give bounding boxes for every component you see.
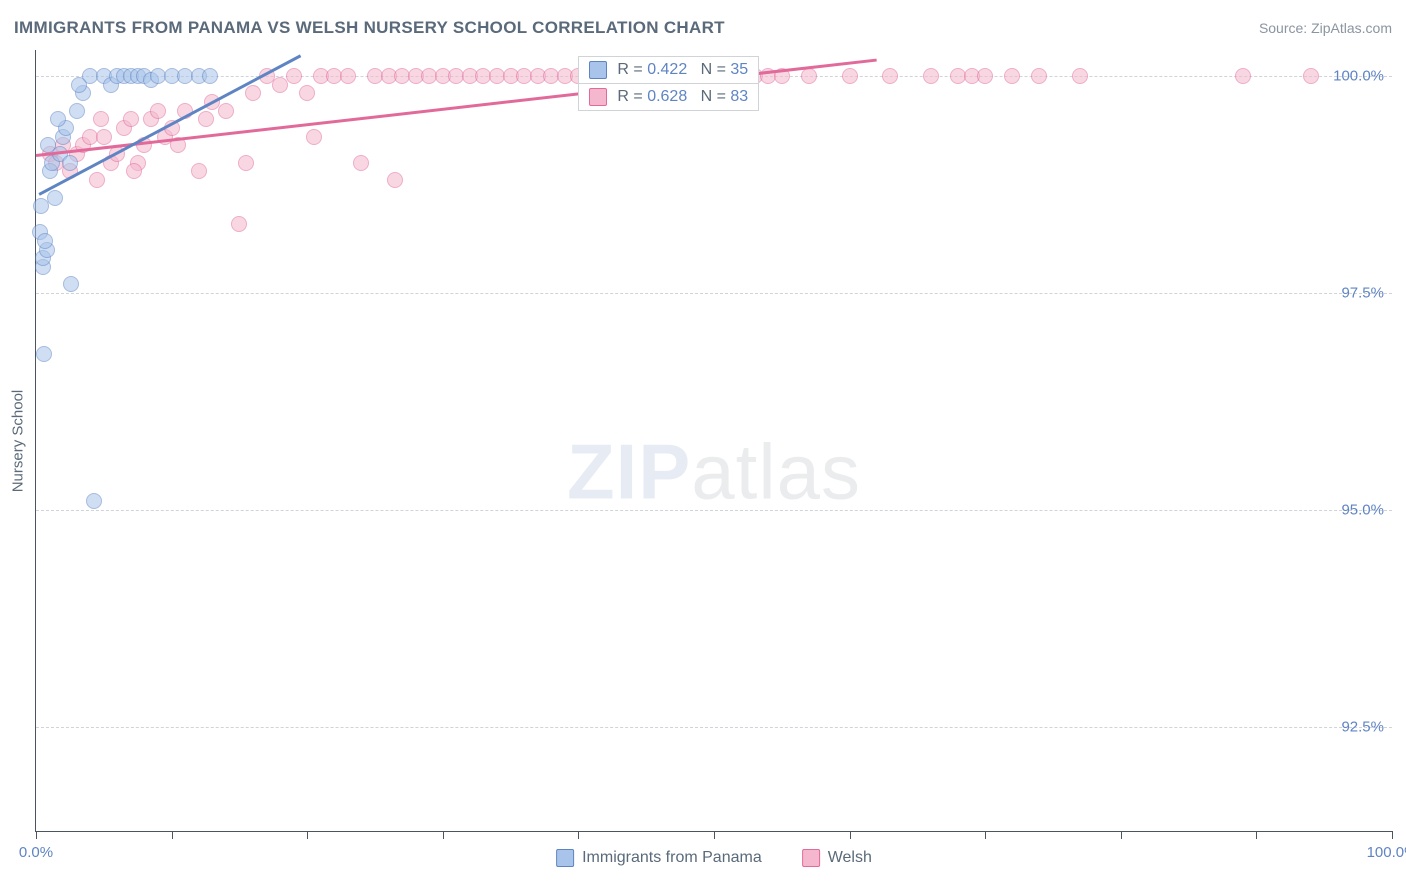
data-point xyxy=(71,77,87,93)
x-tick xyxy=(985,831,986,839)
data-point xyxy=(306,129,322,145)
x-tick xyxy=(172,831,173,839)
data-point xyxy=(977,68,993,84)
gridline xyxy=(36,293,1392,294)
data-point xyxy=(89,172,105,188)
legend-stat-row: R = 0.422 N = 35 xyxy=(578,56,759,84)
data-point xyxy=(1303,68,1319,84)
legend-top: R = 0.422 N = 35 R = 0.628 N = 83 xyxy=(578,56,759,111)
x-tick xyxy=(578,831,579,839)
y-tick-label: 92.5% xyxy=(1341,718,1384,735)
data-point xyxy=(47,190,63,206)
scatter-chart: Nursery School ZIPatlas 100.0%97.5%95.0%… xyxy=(35,50,1392,832)
x-tick xyxy=(1121,831,1122,839)
y-tick-label: 95.0% xyxy=(1341,501,1384,518)
data-point xyxy=(150,103,166,119)
data-point xyxy=(36,346,52,362)
legend-label-b: Welsh xyxy=(828,849,872,867)
data-point xyxy=(882,68,898,84)
data-point xyxy=(387,172,403,188)
legend-swatch-a xyxy=(556,849,574,867)
legend-label-a: Immigrants from Panama xyxy=(582,849,762,867)
x-tick-label-right: 100.0% xyxy=(1367,844,1406,861)
data-point xyxy=(50,111,66,127)
x-tick xyxy=(443,831,444,839)
y-axis-label: Nursery School xyxy=(10,389,27,492)
x-tick xyxy=(36,831,37,839)
data-point xyxy=(1031,68,1047,84)
gridline xyxy=(36,727,1392,728)
data-point xyxy=(37,233,53,249)
data-point xyxy=(238,155,254,171)
y-tick-label: 97.5% xyxy=(1341,284,1384,301)
chart-source: Source: ZipAtlas.com xyxy=(1259,20,1392,36)
data-point xyxy=(1004,68,1020,84)
data-point xyxy=(842,68,858,84)
data-point xyxy=(86,493,102,509)
x-tick xyxy=(714,831,715,839)
data-point xyxy=(340,68,356,84)
chart-header: IMMIGRANTS FROM PANAMA VS WELSH NURSERY … xyxy=(14,18,1392,38)
data-point xyxy=(299,85,315,101)
legend-bottom: Immigrants from Panama Welsh xyxy=(556,849,872,867)
data-point xyxy=(1072,68,1088,84)
data-point xyxy=(191,163,207,179)
data-point xyxy=(62,155,78,171)
data-point xyxy=(231,216,247,232)
legend-swatch xyxy=(589,61,607,79)
data-point xyxy=(218,103,234,119)
data-point xyxy=(126,163,142,179)
plot-area: 100.0%97.5%95.0%92.5%R = 0.422 N = 35R =… xyxy=(36,50,1392,831)
legend-swatch xyxy=(589,88,607,106)
legend-item-b: Welsh xyxy=(802,849,872,867)
data-point xyxy=(63,276,79,292)
data-point xyxy=(245,85,261,101)
data-point xyxy=(123,111,139,127)
y-tick-label: 100.0% xyxy=(1333,68,1384,85)
x-tick xyxy=(1392,831,1393,839)
legend-swatch-b xyxy=(802,849,820,867)
legend-stat-row: R = 0.628 N = 83 xyxy=(578,84,759,111)
data-point xyxy=(96,129,112,145)
legend-stat-text: R = 0.422 N = 35 xyxy=(617,61,748,79)
data-point xyxy=(286,68,302,84)
x-tick xyxy=(1256,831,1257,839)
x-tick xyxy=(307,831,308,839)
x-tick xyxy=(850,831,851,839)
chart-title: IMMIGRANTS FROM PANAMA VS WELSH NURSERY … xyxy=(14,18,725,38)
gridline xyxy=(36,510,1392,511)
legend-item-a: Immigrants from Panama xyxy=(556,849,762,867)
data-point xyxy=(93,111,109,127)
data-point xyxy=(1235,68,1251,84)
data-point xyxy=(801,68,817,84)
data-point xyxy=(353,155,369,171)
data-point xyxy=(198,111,214,127)
x-tick-label-left: 0.0% xyxy=(19,844,53,861)
data-point xyxy=(923,68,939,84)
data-point xyxy=(202,68,218,84)
legend-stat-text: R = 0.628 N = 83 xyxy=(617,88,748,106)
data-point xyxy=(69,103,85,119)
